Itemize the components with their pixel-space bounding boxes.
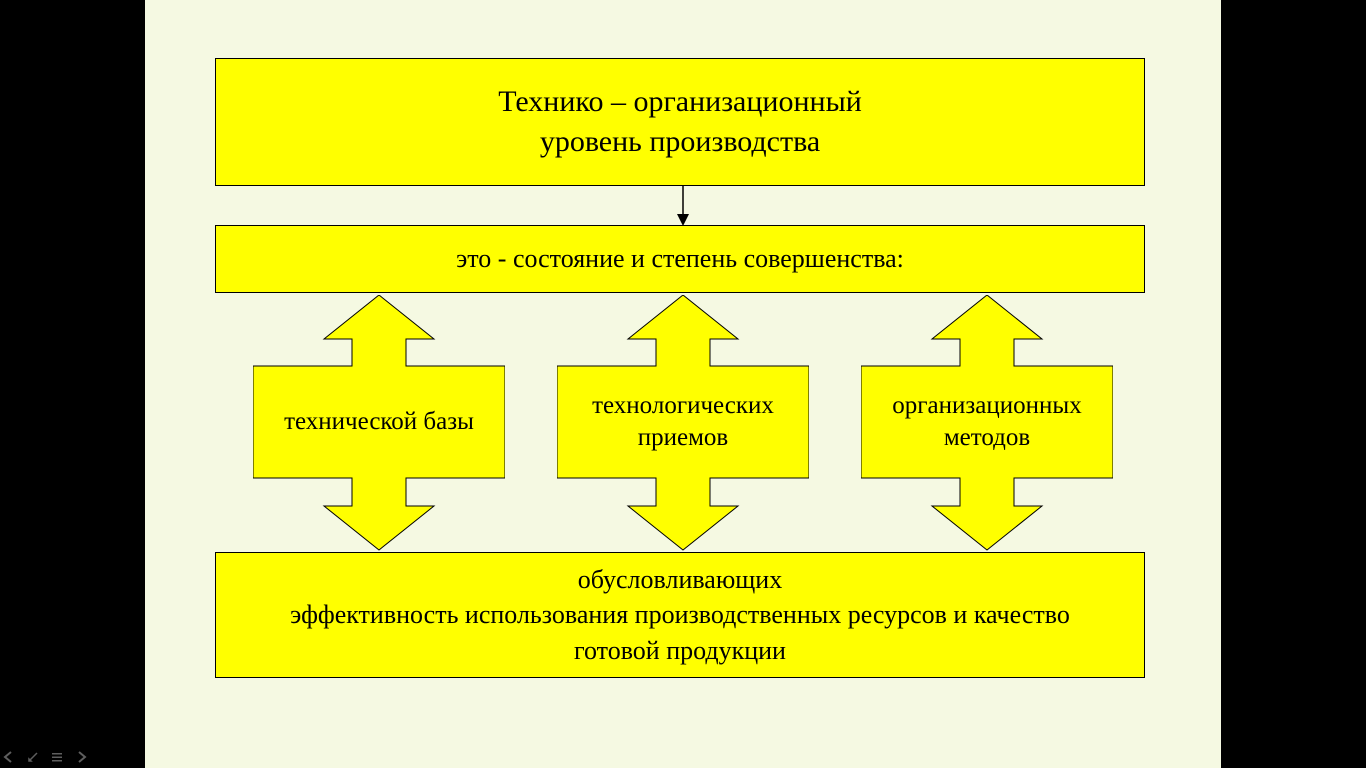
column-shape-1: технической базы [253, 295, 505, 552]
top-title-line1: Технико – организационный [498, 82, 862, 123]
column-shape-2: технологических приемов [557, 295, 809, 552]
column-shape-3: организационных методов [861, 295, 1113, 552]
conclusion-box: обусловливающих эффективность использова… [215, 552, 1145, 678]
menu-icon[interactable] [50, 750, 64, 764]
column-label-2: технологических приемов [557, 366, 809, 478]
prev-slide-icon[interactable] [2, 750, 16, 764]
presentation-toolbar [2, 750, 88, 764]
column-label-1: технической базы [253, 366, 505, 478]
top-title-box: Технико – организационный уровень произв… [215, 58, 1145, 186]
column-label-3: организационных методов [861, 366, 1113, 478]
next-slide-icon[interactable] [74, 750, 88, 764]
definition-box: это - состояние и степень совершенства: [215, 225, 1145, 293]
slide-canvas: Технико – организационный уровень произв… [145, 0, 1221, 768]
conclusion-line1: обусловливающих [256, 562, 1104, 597]
pen-icon[interactable] [26, 750, 40, 764]
top-title-line2: уровень производства [498, 122, 862, 163]
conclusion-line2: эффективность использования производстве… [256, 597, 1104, 667]
definition-text: это - состояние и степень совершенства: [456, 241, 904, 276]
